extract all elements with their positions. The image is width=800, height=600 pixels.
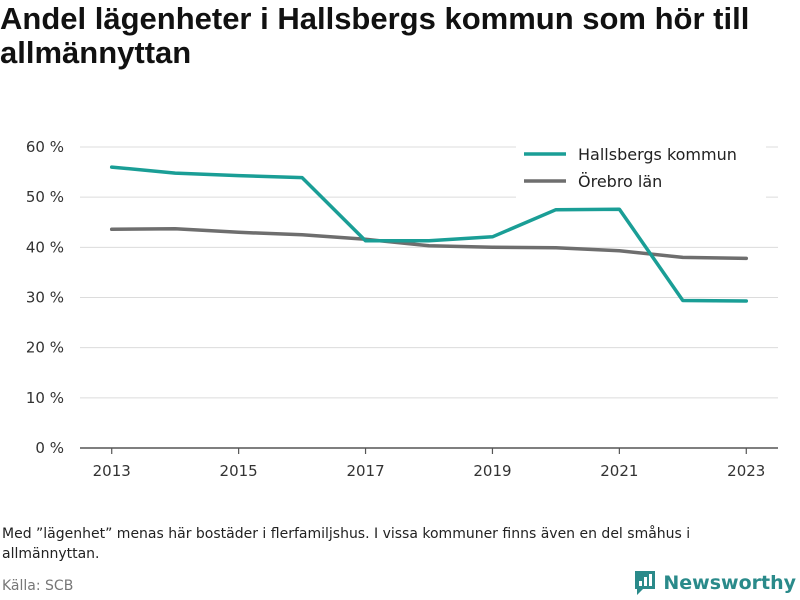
chart-title: Andel lägenheter i Hallsbergs kommun som… (0, 1, 750, 70)
x-tick-label: 2015 (220, 462, 258, 480)
y-tick-label: 20 % (26, 339, 64, 357)
series-lines (109, 165, 749, 303)
newsworthy-logo-icon (635, 571, 656, 595)
brand-logo: Newsworthy (633, 568, 796, 598)
series-line (109, 227, 749, 261)
y-tick-label: 40 % (26, 238, 64, 256)
y-tick-label: 0 % (35, 439, 64, 457)
legend-background (516, 137, 766, 199)
legend-label: Örebro län (578, 172, 662, 191)
y-tick-label: 60 % (26, 138, 64, 156)
chart-note: Med ”lägenhet” menas här bostäder i fler… (2, 526, 691, 562)
source-label: Källa: SCB (2, 578, 74, 594)
y-tick-label: 50 % (26, 188, 64, 206)
x-tick-label: 2023 (727, 462, 765, 480)
axes: 0 % 10 % 20 % 30 % 40 % 50 % 60 % 2013 2015 2017 2… (26, 138, 778, 480)
x-tick-label: 2019 (473, 462, 511, 480)
legend-label: Hallsbergs kommun (578, 145, 737, 164)
legend: Hallsbergs kommun Örebro län (516, 137, 766, 199)
x-tick-label: 2021 (600, 462, 638, 480)
brand-name: Newsworthy (663, 572, 796, 594)
x-tick-label: 2017 (346, 462, 384, 480)
series-line (109, 165, 749, 303)
y-tick-label: 10 % (26, 389, 64, 407)
line-chart: 0 % 10 % 20 % 30 % 40 % 50 % 60 % 2013 2015 2017 2… (26, 137, 778, 480)
y-tick-label: 30 % (26, 289, 64, 307)
x-tick-label: 2013 (93, 462, 131, 480)
